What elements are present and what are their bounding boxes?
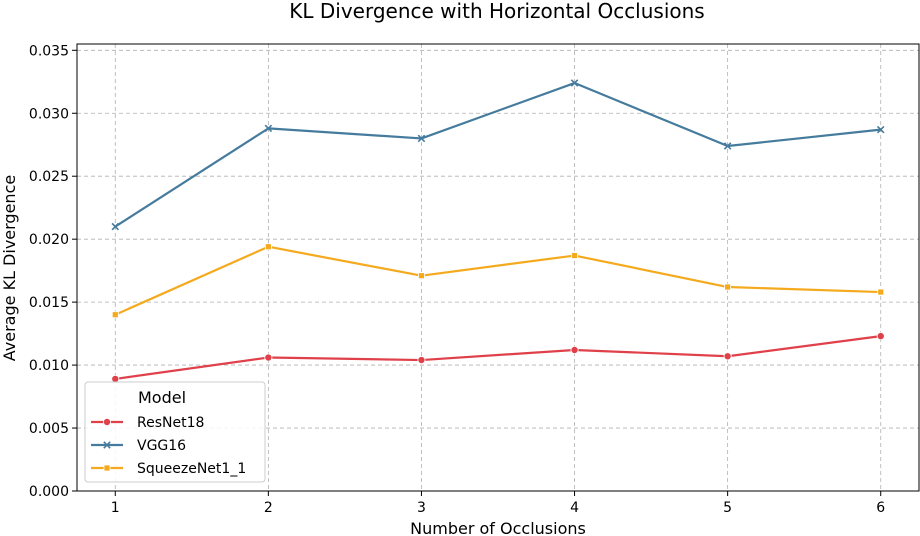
data-point bbox=[417, 134, 426, 143]
y-tick-label: 0.025 bbox=[29, 169, 69, 185]
data-point bbox=[571, 252, 578, 259]
data-point bbox=[264, 124, 273, 133]
legend-title: Model bbox=[138, 388, 186, 407]
legend-item: VGG16 bbox=[91, 438, 186, 454]
data-point bbox=[570, 79, 579, 87]
y-tick-label: 0.015 bbox=[29, 295, 69, 311]
data-point bbox=[111, 374, 120, 383]
data-point bbox=[723, 352, 732, 361]
data-point bbox=[570, 345, 579, 354]
data-point bbox=[876, 332, 885, 341]
x-tick-label: 3 bbox=[417, 500, 426, 516]
x-tick-label: 6 bbox=[876, 500, 885, 516]
y-tick-label: 0.035 bbox=[29, 43, 69, 59]
legend-marker bbox=[103, 417, 112, 426]
ticks: 0.000 0.005 0.010 0.015 0.020 0.025 0.030 0.035… bbox=[29, 43, 885, 516]
x-tick-label: 4 bbox=[570, 500, 579, 516]
plot-frame bbox=[76, 43, 920, 492]
x-axis-label: Number of Occlusions bbox=[410, 519, 586, 536]
y-tick-label: 0.005 bbox=[29, 421, 69, 437]
legend-label: VGG16 bbox=[137, 438, 186, 454]
data-point bbox=[111, 311, 119, 319]
data-point bbox=[418, 272, 425, 280]
data-point bbox=[876, 125, 885, 134]
series-layer bbox=[111, 79, 885, 383]
series-line bbox=[114, 81, 881, 228]
chart-title: KL Divergence with Horizontal Occlusions bbox=[289, 0, 704, 23]
x-tick-label: 1 bbox=[111, 500, 120, 516]
series-squeezenet1_1 bbox=[111, 243, 885, 319]
x-tick-label: 5 bbox=[723, 500, 732, 516]
legend-item: SqueezeNet1_1 bbox=[91, 461, 246, 477]
series-line bbox=[115, 335, 881, 381]
data-point bbox=[264, 243, 272, 251]
data-point bbox=[877, 288, 885, 296]
y-tick-label: 0.020 bbox=[29, 232, 69, 248]
data-point bbox=[417, 356, 426, 365]
legend-marker bbox=[103, 464, 111, 472]
x-tick-label: 2 bbox=[264, 500, 273, 516]
legend: Model ResNet18 VGG16 SqueezeNet1_1 bbox=[84, 381, 266, 483]
data-point bbox=[264, 353, 273, 362]
legend-label: SqueezeNet1_1 bbox=[137, 461, 246, 477]
legend-label: ResNet18 bbox=[137, 415, 204, 431]
data-point bbox=[724, 283, 732, 291]
series-resnet18 bbox=[111, 332, 885, 383]
y-tick-label: 0.010 bbox=[29, 358, 69, 374]
legend-item: ResNet18 bbox=[91, 415, 204, 431]
legend-box bbox=[84, 381, 266, 483]
legend-marker bbox=[103, 441, 111, 449]
data-point bbox=[723, 142, 732, 150]
y-tick-label: 0.000 bbox=[29, 484, 69, 500]
y-axis-label: Average KL Divergence bbox=[0, 175, 19, 361]
series-vgg16 bbox=[111, 79, 885, 231]
data-point bbox=[111, 222, 120, 231]
y-tick-label: 0.030 bbox=[29, 106, 69, 122]
series-line bbox=[114, 245, 881, 316]
